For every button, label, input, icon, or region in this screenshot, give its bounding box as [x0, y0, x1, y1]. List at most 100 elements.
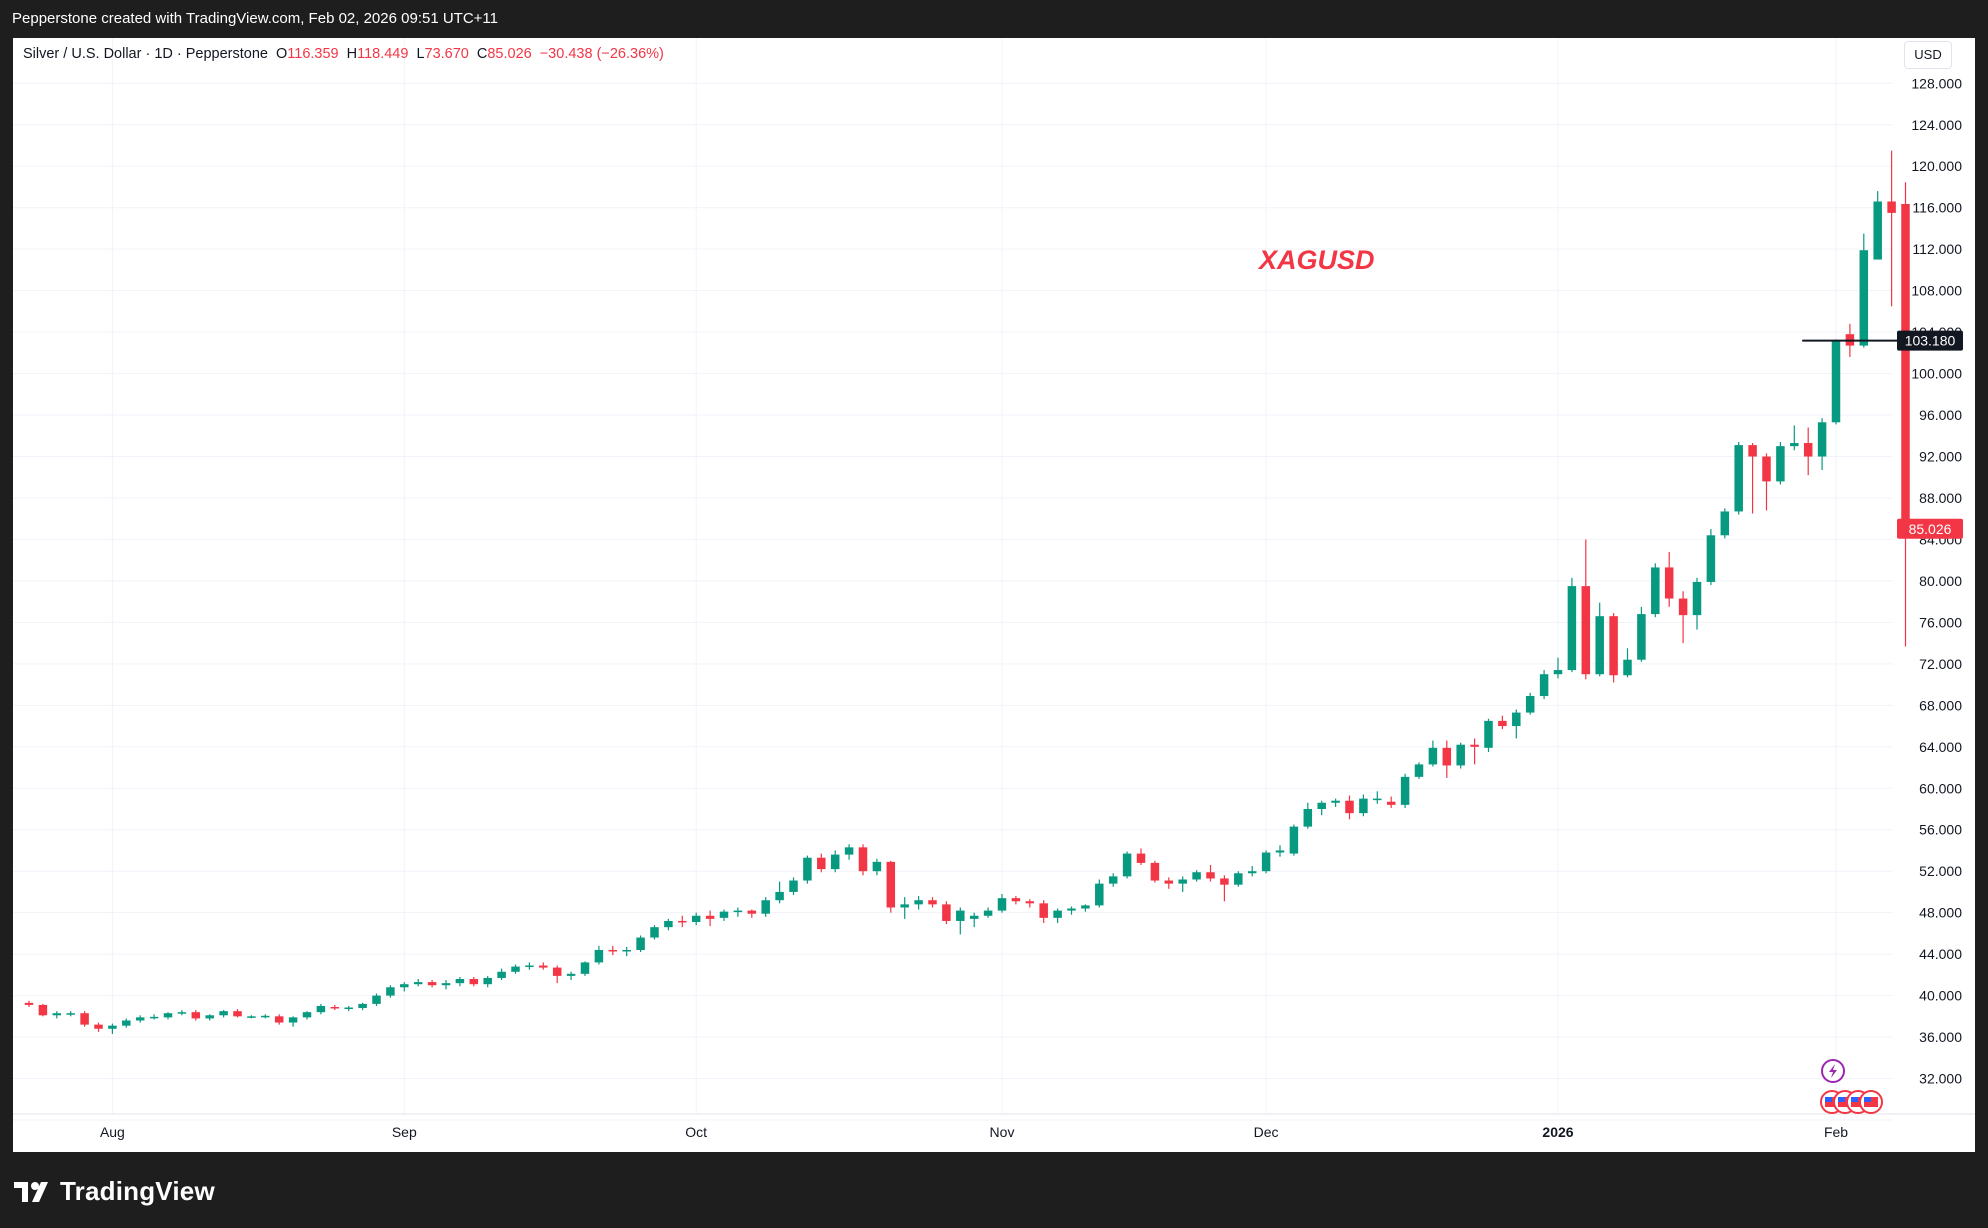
x-tick-label: Dec [1254, 1124, 1279, 1140]
candle-body [400, 984, 409, 988]
candle-body [789, 880, 798, 892]
candle-body [233, 1011, 242, 1017]
candle-body [733, 910, 743, 913]
y-tick-label: 100.000 [1911, 366, 1962, 382]
candle-body [539, 965, 548, 968]
y-tick-label: 32.000 [1919, 1071, 1962, 1087]
y-tick-label: 68.000 [1919, 697, 1962, 713]
candle-body [372, 995, 381, 1004]
candle-body [358, 1003, 367, 1009]
candle-body [1470, 744, 1479, 747]
candle-body [1790, 443, 1799, 447]
candle-body [1414, 764, 1424, 777]
candle-body [803, 857, 812, 881]
candle-body [928, 900, 937, 905]
candle-body [914, 900, 923, 905]
candle-body [191, 1012, 201, 1019]
y-tick-label: 76.000 [1919, 614, 1962, 630]
y-tick-label: 56.000 [1919, 822, 1962, 838]
candle-body [1553, 670, 1563, 675]
lightning-bolt-glyph [1829, 1064, 1837, 1078]
candle-body [580, 962, 590, 974]
candle-body [1664, 567, 1674, 599]
candle-body [1150, 862, 1160, 881]
xagusd-annotation: XAGUSD [1257, 245, 1375, 275]
candle-body [66, 1013, 75, 1015]
last-price-tag: 85.026 [1909, 521, 1952, 537]
tradingview-brand[interactable]: TradingView [14, 1176, 215, 1207]
y-tick-label: 80.000 [1919, 573, 1962, 589]
chart-axes: 32.000 36.000 40.000 44.000 48.000 52.000 56.0… [100, 75, 1963, 1140]
us-flag-canton [1864, 1097, 1871, 1102]
y-tick-label: 48.000 [1919, 905, 1962, 921]
candle-body [1011, 898, 1021, 902]
candle-body [1831, 340, 1841, 423]
candle-body [441, 983, 451, 986]
candle-body [80, 1013, 89, 1025]
candles [24, 150, 1910, 1034]
candle-body [135, 1017, 145, 1021]
currency-button[interactable]: USD [1904, 41, 1952, 69]
candle-body [997, 898, 1007, 911]
candle-body [1234, 873, 1243, 885]
legend-high-value: 118.449 [357, 46, 409, 62]
candle-body [1289, 826, 1299, 854]
legend-open-value: 116.359 [287, 46, 339, 62]
candle-body [664, 920, 673, 928]
candle-body [525, 965, 534, 968]
candle-body [691, 915, 701, 922]
candle-body [427, 982, 437, 986]
candle-body [719, 911, 729, 918]
candle-body [1581, 586, 1591, 675]
candle-body [969, 915, 979, 919]
candle-body [1220, 878, 1229, 885]
candle-body [1400, 776, 1410, 805]
candle-body [1067, 908, 1076, 911]
candle-body [1442, 747, 1452, 766]
candle-body [247, 1016, 256, 1018]
candle-body [1359, 798, 1368, 814]
y-tick-label: 120.000 [1911, 158, 1962, 174]
candle-body [830, 854, 840, 870]
candlestick-chart[interactable]: XAGUSD 32.000 36.000 40.000 44.000 48.000 52.… [13, 38, 1975, 1152]
candle-body [1512, 712, 1521, 727]
candle-body [1345, 800, 1354, 814]
legend-symbol: Silver / U.S. Dollar · 1D · Pepperstone [23, 46, 268, 62]
y-tick-label: 92.000 [1919, 449, 1962, 465]
candle-body [636, 937, 645, 950]
candle-body [288, 1017, 298, 1023]
y-tick-label: 40.000 [1919, 988, 1962, 1004]
candle-body [650, 927, 659, 938]
candle-body [1623, 659, 1632, 676]
candle-body [1525, 695, 1535, 713]
candle-body [386, 987, 395, 996]
candle-body [817, 857, 826, 870]
candle-body [594, 949, 604, 963]
x-tick-label: Oct [685, 1124, 707, 1140]
candle-body [1331, 800, 1340, 803]
candle-body [1720, 511, 1730, 536]
y-tick-label: 124.000 [1911, 117, 1962, 133]
candle-body [1136, 853, 1146, 863]
candle-body [1484, 720, 1493, 748]
candle-body [122, 1020, 131, 1026]
candle-body [872, 861, 882, 872]
candle-body [1122, 853, 1132, 877]
candle-body [219, 1011, 228, 1016]
chart-panel[interactable] [13, 38, 1975, 1152]
candle-body [1317, 802, 1326, 809]
candle-body [1081, 905, 1090, 909]
legend-open-label: O [275, 46, 288, 62]
candle-body [344, 1007, 353, 1010]
candle-body [1539, 674, 1549, 696]
y-tick-label: 44.000 [1919, 946, 1962, 962]
candle-body [1651, 567, 1660, 615]
candle-body [455, 979, 465, 984]
footer-bar [0, 1152, 1988, 1228]
candle-body [149, 1016, 159, 1019]
x-tick-label: Nov [990, 1124, 1015, 1140]
x-tick-label: Sep [392, 1124, 417, 1140]
candle-body [1637, 614, 1646, 660]
x-tick-label: Aug [100, 1124, 125, 1140]
created-by-header: Pepperstone created with TradingView.com… [12, 10, 498, 27]
